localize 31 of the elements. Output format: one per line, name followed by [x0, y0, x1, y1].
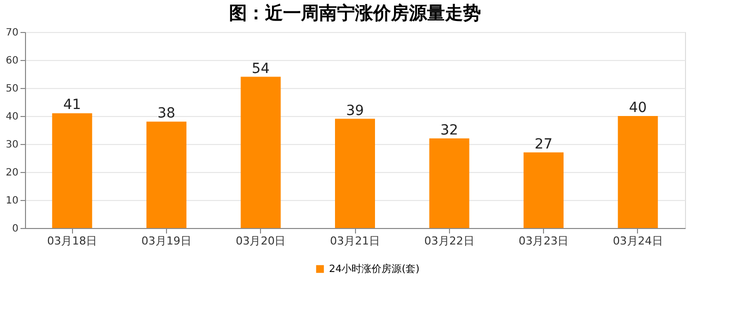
data-label: 54: [252, 60, 270, 77]
x-tick-label: 03月18日: [47, 234, 98, 248]
x-tick-label: 03月19日: [141, 234, 192, 248]
bar: [429, 138, 470, 228]
x-tick-label: 03月24日: [612, 234, 663, 248]
x-tick-label: 03月23日: [518, 234, 569, 248]
data-label: 40: [628, 100, 647, 116]
y-tick-label: 70: [6, 28, 18, 38]
data-label: 32: [440, 122, 458, 138]
y-tick-label: 30: [6, 140, 18, 150]
bar: [524, 152, 564, 228]
legend-label: 24小时涨价房源(套): [329, 263, 420, 275]
y-tick-label: 40: [6, 112, 18, 122]
data-label: 39: [346, 102, 364, 119]
bar: [618, 116, 658, 228]
y-tick-label: 20: [6, 168, 18, 178]
y-tick-label: 50: [6, 84, 18, 94]
bar: [146, 122, 186, 228]
y-tick-label: 10: [6, 196, 18, 206]
data-label: 38: [158, 106, 176, 122]
bar: [52, 113, 92, 228]
chart-title: 图：近一周南宁涨价房源量走势: [229, 3, 481, 24]
x-tick-label: 03月20日: [236, 234, 286, 248]
bar: [335, 118, 375, 228]
x-tick-label: 03月22日: [424, 234, 474, 248]
x-tick-label: 03月21日: [330, 234, 380, 248]
data-label: 27: [534, 136, 552, 152]
y-tick-label: 0: [12, 224, 18, 234]
data-label: 41: [63, 97, 82, 114]
y-tick-label: 60: [6, 56, 18, 66]
bar: [240, 76, 281, 228]
